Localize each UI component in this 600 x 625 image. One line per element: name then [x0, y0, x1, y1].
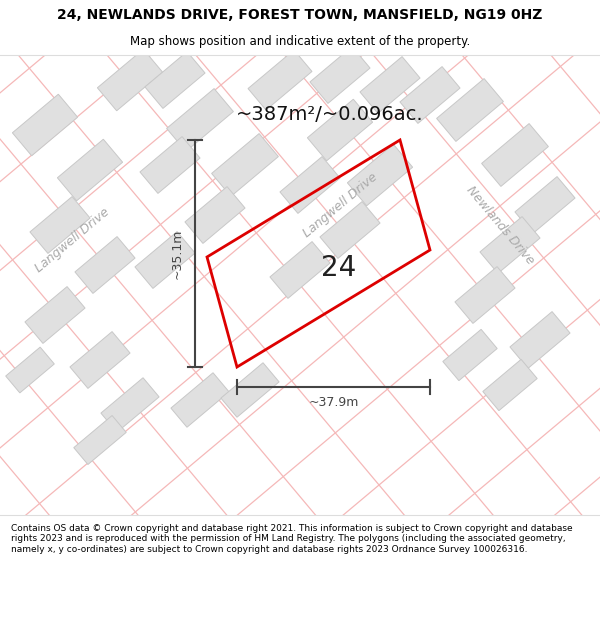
- Polygon shape: [280, 157, 340, 213]
- Text: Contains OS data © Crown copyright and database right 2021. This information is : Contains OS data © Crown copyright and d…: [11, 524, 572, 554]
- Polygon shape: [140, 137, 200, 193]
- Polygon shape: [270, 242, 330, 298]
- Polygon shape: [443, 329, 497, 381]
- Polygon shape: [248, 50, 312, 110]
- Text: ~37.9m: ~37.9m: [308, 396, 359, 409]
- Text: Langwell Drive: Langwell Drive: [300, 170, 380, 240]
- Polygon shape: [58, 139, 122, 201]
- Polygon shape: [185, 187, 245, 243]
- Polygon shape: [101, 378, 159, 432]
- Polygon shape: [320, 202, 380, 258]
- Polygon shape: [515, 177, 575, 233]
- Polygon shape: [74, 416, 126, 464]
- Polygon shape: [97, 49, 163, 111]
- Text: 24: 24: [321, 254, 356, 282]
- Polygon shape: [510, 312, 570, 368]
- Polygon shape: [171, 372, 229, 428]
- Polygon shape: [310, 47, 370, 103]
- Polygon shape: [135, 232, 195, 288]
- Text: ~387m²/~0.096ac.: ~387m²/~0.096ac.: [236, 106, 424, 124]
- Polygon shape: [25, 287, 85, 343]
- Text: ~35.1m: ~35.1m: [170, 228, 184, 279]
- Text: Langwell Drive: Langwell Drive: [32, 205, 112, 275]
- Polygon shape: [360, 57, 420, 113]
- Polygon shape: [167, 89, 233, 151]
- Polygon shape: [480, 217, 540, 273]
- Polygon shape: [5, 347, 55, 393]
- Polygon shape: [437, 79, 503, 141]
- Polygon shape: [482, 124, 548, 186]
- Polygon shape: [75, 237, 135, 293]
- Polygon shape: [400, 67, 460, 123]
- Polygon shape: [212, 134, 278, 196]
- Polygon shape: [483, 359, 537, 411]
- Text: Map shows position and indicative extent of the property.: Map shows position and indicative extent…: [130, 35, 470, 48]
- Polygon shape: [30, 197, 90, 253]
- Polygon shape: [347, 144, 413, 206]
- Text: Newlands Drive: Newlands Drive: [463, 183, 536, 267]
- Polygon shape: [455, 267, 515, 323]
- Polygon shape: [307, 99, 373, 161]
- Polygon shape: [145, 52, 205, 108]
- Polygon shape: [221, 362, 279, 418]
- Text: 24, NEWLANDS DRIVE, FOREST TOWN, MANSFIELD, NG19 0HZ: 24, NEWLANDS DRIVE, FOREST TOWN, MANSFIE…: [58, 8, 542, 22]
- Polygon shape: [13, 94, 77, 156]
- Polygon shape: [70, 332, 130, 388]
